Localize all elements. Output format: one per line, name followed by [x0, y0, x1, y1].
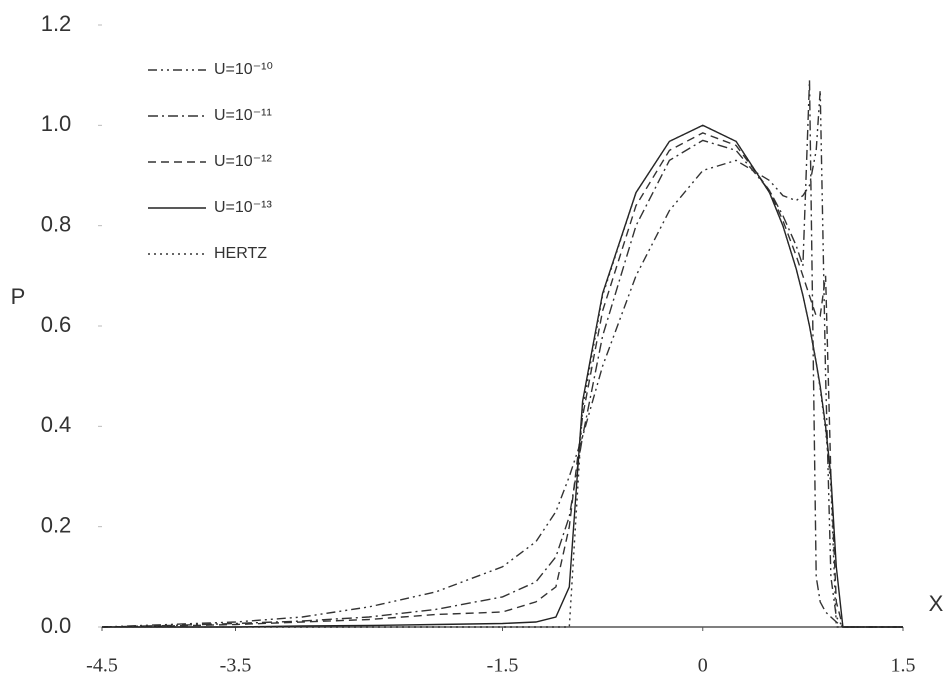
legend-label: U=10⁻¹⁰ — [214, 61, 273, 78]
x-tick-label: -4.5 — [86, 655, 118, 677]
y-tick-label: 0.0 — [41, 613, 72, 638]
x-tick-label: -1.5 — [487, 655, 519, 677]
series-line — [101, 90, 903, 628]
legend-label: U=10⁻¹¹ — [214, 107, 272, 124]
legend-label: HERTZ — [214, 245, 267, 262]
y-tick-label: 0.2 — [41, 512, 72, 537]
y-tick-label: 0.4 — [41, 412, 72, 437]
y-tick-label: 1.0 — [41, 111, 72, 136]
series-line — [102, 124, 903, 628]
x-tick-label: 0 — [698, 655, 708, 677]
legend-label: U=10⁻¹³ — [214, 199, 272, 216]
y-tick-label: 1.2 — [41, 11, 72, 36]
legend-label: U=10⁻¹² — [214, 153, 272, 170]
x-axis-label: X — [929, 591, 944, 616]
series-line — [101, 132, 903, 628]
series-line — [101, 80, 903, 628]
y-tick-label: 0.6 — [41, 312, 72, 337]
x-tick-label: 1.5 — [891, 655, 916, 677]
y-tick-label: 0.8 — [41, 211, 72, 236]
x-tick-label: -3.5 — [220, 655, 252, 677]
y-axis-label: P — [11, 284, 26, 309]
